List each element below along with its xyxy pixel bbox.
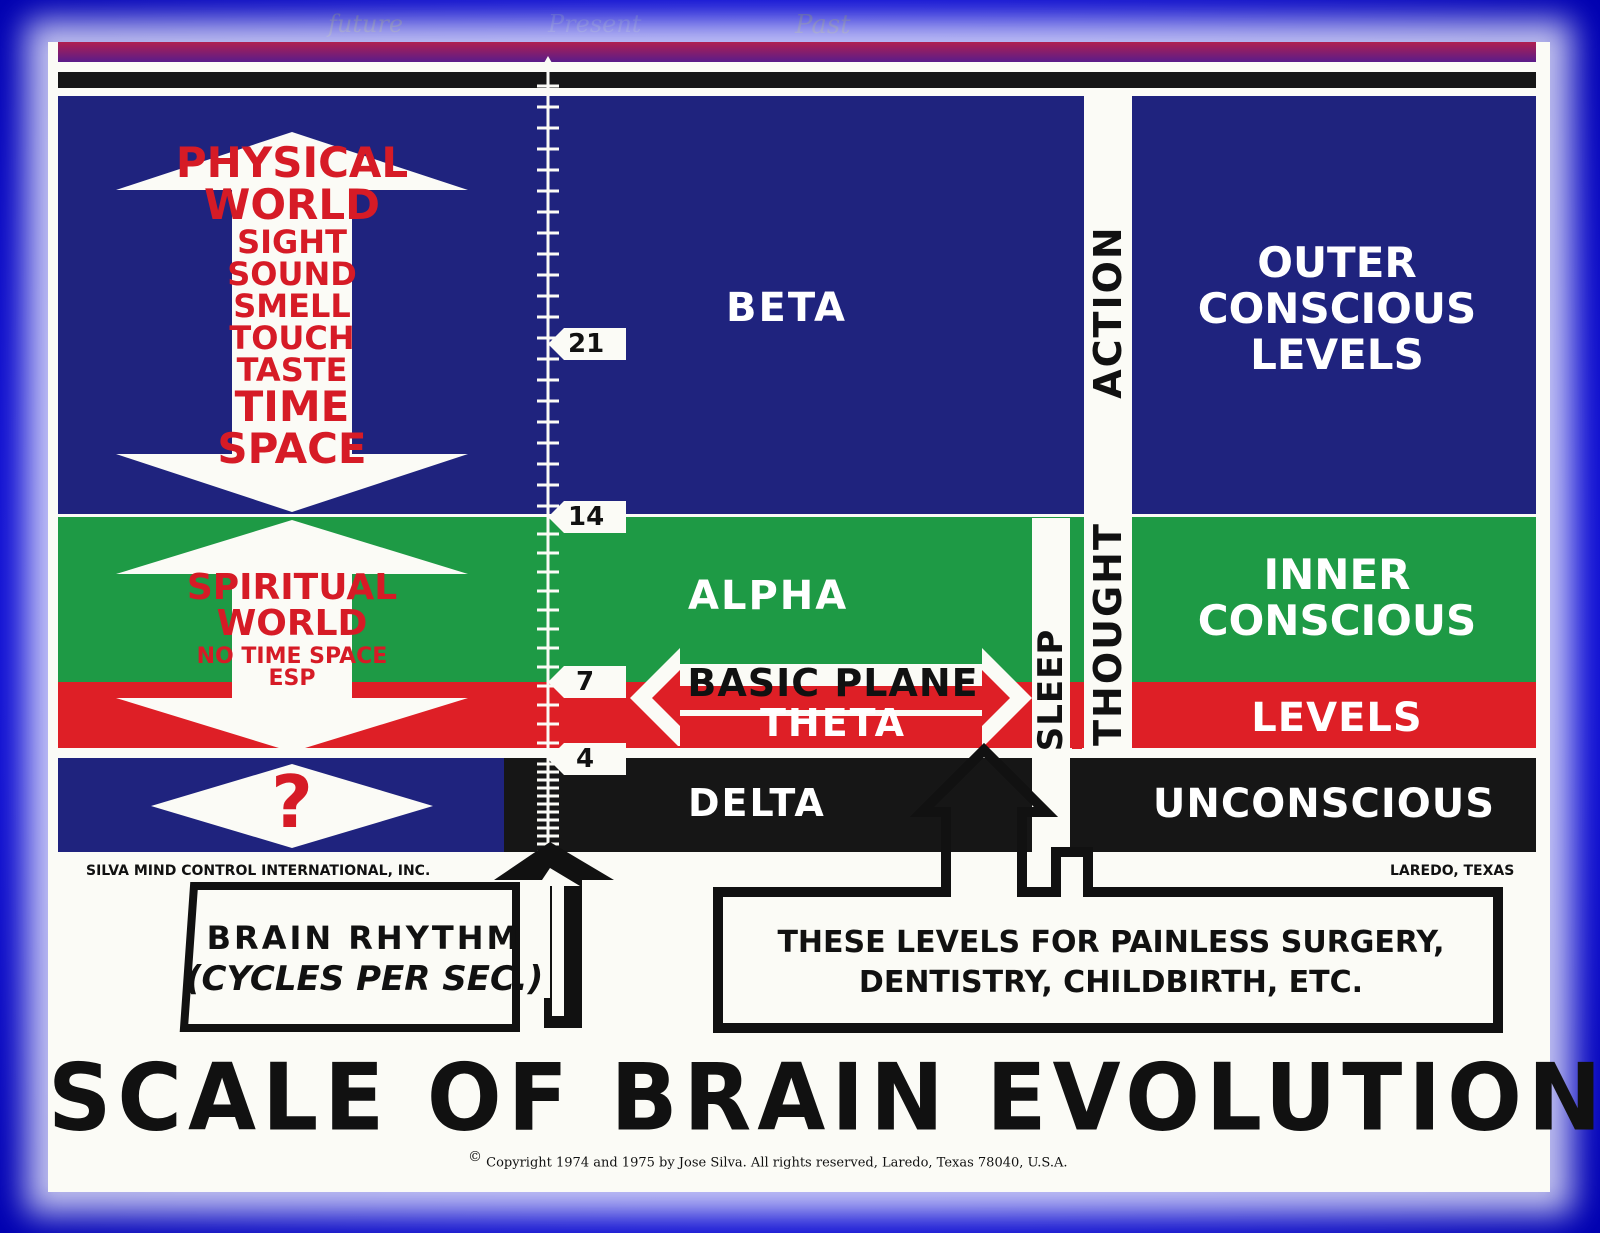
- publisher-right: LAREDO, TEXAS: [1390, 863, 1515, 879]
- inner-line-1: INNER: [1263, 550, 1411, 599]
- publisher-left: SILVA MIND CONTROL INTERNATIONAL, INC.: [86, 863, 431, 879]
- outer-line-3: LEVELS: [1250, 330, 1424, 379]
- inner-line-2: CONSCIOUS: [1197, 596, 1477, 645]
- painless-box: [713, 742, 1503, 1033]
- red-sliver: [1072, 687, 1082, 749]
- action-label: ACTION: [1086, 225, 1130, 399]
- brain-rhythm-text: BRAIN RHYTHM (CYCLES PER SEC.): [186, 919, 544, 999]
- physical-line-8: TIME: [234, 382, 350, 431]
- beta-alpha-line: [58, 514, 1536, 517]
- scale-marker-4: [548, 743, 626, 775]
- spiritual-line-2: WORLD: [216, 603, 368, 644]
- scale-marker-7: [548, 666, 626, 698]
- spiritual-line-3: NO TIME SPACE: [196, 644, 388, 669]
- top-black-stripe: [58, 72, 1536, 88]
- copyright-text: Copyright 1974 and 1975 by Jose Silva. A…: [486, 1155, 1068, 1171]
- painless-line-1: THESE LEVELS FOR PAINLESS SURGERY,: [777, 925, 1445, 960]
- question-diamond: [151, 764, 433, 848]
- brain-rhythm-line-1: BRAIN RHYTHM: [206, 919, 522, 957]
- scale-label-4: 4: [576, 744, 595, 774]
- question-mark: ?: [271, 760, 313, 844]
- action-column: [1084, 88, 1132, 758]
- handwriting-future: future: [328, 10, 404, 38]
- alpha-label: ALPHA: [688, 573, 849, 619]
- spiritual-line-4: ESP: [268, 666, 316, 691]
- poster-title: SCALE OF BRAIN EVOLUTION: [48, 1043, 1600, 1152]
- levels-label: LEVELS: [1251, 695, 1423, 741]
- copyright-line: © Copyright 1974 and 1975 by Jose Silva.…: [468, 1150, 1068, 1169]
- painless-line-2: DENTISTRY, CHILDBIRTH, ETC.: [858, 965, 1364, 1000]
- brain-rhythm-box: [179, 842, 614, 1032]
- physical-line-4: SOUND: [227, 255, 357, 293]
- basic-plane-arrow: [630, 648, 1032, 746]
- outer-line-1: OUTER: [1257, 238, 1417, 287]
- green-sliver: [1070, 518, 1084, 678]
- outer-line-2: CONSCIOUS: [1197, 284, 1477, 333]
- scale-label-21: 21: [568, 329, 605, 359]
- basic-plane-label: BASIC PLANE: [687, 661, 979, 705]
- physical-world-text: PHYSICAL WORLD SIGHT SOUND SMELL TOUCH T…: [158, 142, 426, 470]
- poster: ? PHYSICAL WORLD SIGHT SOUND SMELL TOUCH…: [48, 42, 1600, 1192]
- spiritual-line-1: SPIRITUAL: [186, 567, 398, 608]
- sleep-label: SLEEP: [1031, 628, 1071, 752]
- theta-label: THETA: [759, 701, 907, 745]
- beta-label: BETA: [726, 285, 847, 331]
- scale-label-7: 7: [576, 667, 595, 697]
- spiritual-world-text: SPIRITUAL WORLD NO TIME SPACE ESP: [144, 570, 440, 690]
- spiritual-world-arrow: [116, 520, 468, 752]
- physical-line-6: TOUCH: [229, 319, 355, 357]
- physical-line-7: TASTE: [236, 351, 348, 389]
- physical-line-3: SIGHT: [237, 223, 347, 261]
- thought-label: THOUGHT: [1086, 522, 1130, 746]
- physical-line-5: SMELL: [233, 287, 351, 325]
- top-gradient-stripe: [58, 42, 1536, 62]
- painless-text: THESE LEVELS FOR PAINLESS SURGERY, DENTI…: [724, 928, 1498, 998]
- scale-label-14: 14: [568, 502, 605, 532]
- physical-line-2: WORLD: [204, 180, 380, 229]
- copyright-symbol: ©: [468, 1149, 482, 1165]
- delta-gap: [1048, 758, 1068, 852]
- scale-marker-14: [548, 501, 626, 533]
- theta-delta-gap: [58, 748, 1536, 758]
- brain-rhythm-line-2: (CYCLES PER SEC.): [186, 959, 544, 999]
- delta-label: DELTA: [688, 781, 826, 825]
- inner-conscious-block: INNER CONSCIOUS: [1148, 554, 1526, 642]
- unconscious-label: UNCONSCIOUS: [1152, 781, 1496, 827]
- physical-world-arrow: [116, 132, 468, 512]
- physical-line-1: PHYSICAL: [175, 138, 409, 187]
- scale-marker-21: [548, 328, 626, 360]
- outer-conscious-block: OUTER CONSCIOUS LEVELS: [1148, 242, 1526, 376]
- handwriting-present: Present: [548, 10, 642, 38]
- handwriting-past: Past: [795, 10, 851, 40]
- physical-line-9: SPACE: [217, 424, 367, 473]
